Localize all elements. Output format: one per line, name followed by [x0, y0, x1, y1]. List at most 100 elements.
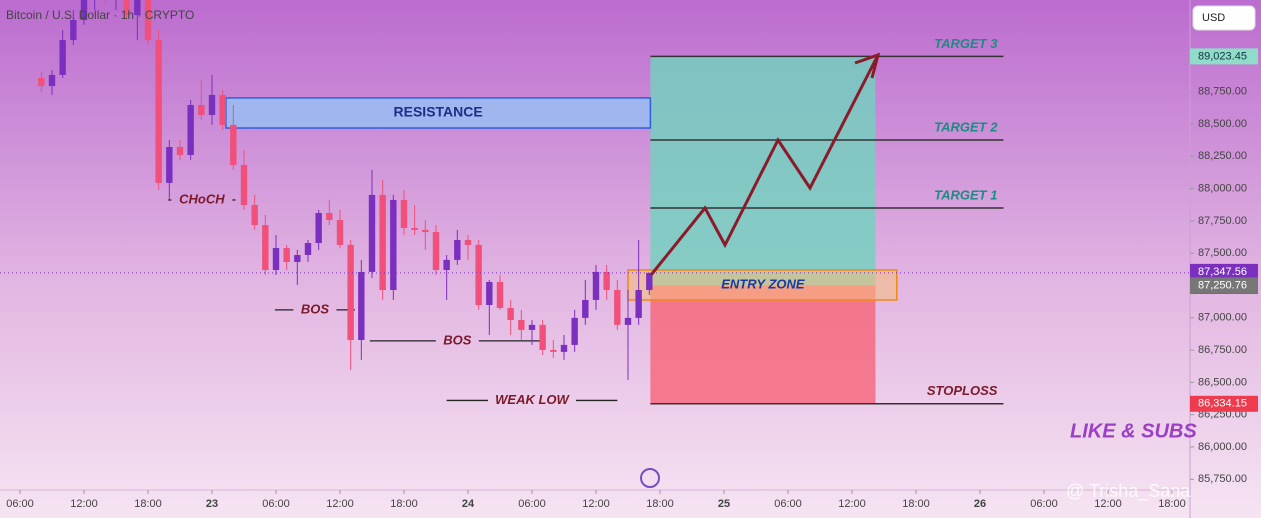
- candle-body: [198, 105, 205, 115]
- candle-body: [646, 272, 653, 291]
- candle-body: [80, 0, 88, 21]
- x-tick-label: 12:00: [70, 498, 98, 510]
- candle-body: [347, 244, 354, 340]
- candle-body: [603, 271, 610, 291]
- y-tick-label: 86,500.00: [1198, 376, 1247, 388]
- y-tick-label: 86,000.00: [1198, 441, 1247, 453]
- y-tick-label: 88,250.00: [1198, 150, 1247, 162]
- candle-body: [166, 147, 173, 183]
- level-label: TARGET 1: [934, 187, 997, 202]
- candle-body: [635, 290, 642, 318]
- resistance-label: RESISTANCE: [394, 104, 483, 120]
- x-tick-label: 23: [206, 498, 218, 510]
- candle-body: [304, 242, 312, 255]
- candle-body: [251, 205, 258, 226]
- candle-body: [411, 227, 418, 230]
- x-tick-label: 06:00: [262, 498, 290, 510]
- x-tick-label: 26: [974, 498, 986, 510]
- x-tick-label: 25: [718, 498, 730, 510]
- x-tick-label: 18:00: [134, 498, 162, 510]
- price-tag: [1190, 395, 1258, 412]
- arrow-head: [854, 52, 881, 79]
- candle-body: [59, 40, 66, 75]
- promo-text: LIKE & SUBS: [1070, 420, 1197, 442]
- candle-body: [507, 307, 514, 320]
- candle-body: [272, 248, 280, 270]
- candle-body: [432, 232, 440, 270]
- price-tag-label: 89,023.45: [1198, 50, 1247, 62]
- structure-label: WEAK LOW: [495, 392, 570, 407]
- level-label: TARGET 2: [934, 119, 998, 134]
- candle-body: [560, 344, 568, 352]
- candle-body: [454, 240, 461, 260]
- candle-body: [550, 349, 557, 352]
- candle-body: [400, 199, 408, 228]
- candle-body: [219, 94, 226, 125]
- y-tick-label: 88,500.00: [1198, 118, 1247, 130]
- candle-body: [518, 319, 525, 330]
- level-label: TARGET 3: [934, 36, 998, 51]
- last-price-label: 87,347.56: [1198, 266, 1247, 278]
- y-tick-label: 87,000.00: [1198, 312, 1247, 324]
- candle-body: [571, 317, 578, 345]
- y-tick-label: 85,750.00: [1198, 473, 1247, 485]
- entry-zone: [627, 269, 898, 301]
- candle-body: [379, 194, 386, 291]
- watermark: @ Trisha_Sana: [1066, 481, 1191, 502]
- x-tick-label: 12:00: [1094, 498, 1122, 510]
- structure-label: BOS: [443, 332, 472, 347]
- x-tick-label: 06:00: [6, 498, 34, 510]
- x-tick-label: 18:00: [1158, 498, 1186, 510]
- candle-body: [496, 281, 504, 308]
- price-tag-label: 86,334.15: [1198, 398, 1247, 410]
- candle-body: [176, 147, 184, 156]
- candle-body: [614, 290, 621, 325]
- candle-body: [283, 248, 290, 262]
- candle-body: [582, 299, 589, 318]
- candle-body: [144, 0, 152, 41]
- candle-body: [390, 199, 397, 291]
- candle-body: [486, 281, 493, 305]
- symbol-title: Bitcoin / U.S. Dollar · 1h · CRYPTO: [6, 8, 194, 22]
- price-tag: [1190, 277, 1258, 294]
- candle-body: [443, 259, 450, 270]
- loss-zone: [650, 285, 876, 404]
- y-tick-label: 88,000.00: [1198, 183, 1247, 195]
- x-tick-label: 06:00: [774, 498, 802, 510]
- candle-body: [240, 164, 248, 206]
- x-tick-label: 12:00: [582, 498, 610, 510]
- x-tick-label: 12:00: [326, 498, 354, 510]
- x-tick-label: 06:00: [1030, 498, 1058, 510]
- candle-body: [262, 225, 269, 270]
- candle-body: [336, 219, 344, 245]
- candle-body: [528, 324, 536, 330]
- x-tick-label: 18:00: [646, 498, 674, 510]
- currency-button[interactable]: [1192, 5, 1256, 31]
- entry-zone-label: ENTRY ZONE: [721, 276, 805, 291]
- candle-body: [464, 240, 472, 245]
- candle-body: [358, 271, 365, 340]
- replay-icon[interactable]: [640, 468, 660, 488]
- candle-body: [230, 124, 237, 165]
- x-tick-label: 12:00: [838, 498, 866, 510]
- x-tick-label: 18:00: [390, 498, 418, 510]
- candle-body: [315, 213, 322, 243]
- candle-body: [187, 105, 194, 156]
- y-tick-label: 87,500.00: [1198, 247, 1247, 259]
- candle-body: [592, 271, 600, 300]
- projection-arrow: [649, 54, 880, 276]
- candle-body: [368, 194, 376, 272]
- y-tick-label: 87,750.00: [1198, 215, 1247, 227]
- candle-body: [38, 78, 45, 87]
- candle-body: [134, 0, 141, 15]
- price-tag-label: 87,250.76: [1198, 279, 1247, 291]
- y-tick-label: 88,750.00: [1198, 86, 1247, 98]
- candle-body: [422, 229, 429, 233]
- candle-body: [624, 317, 632, 325]
- structure-label: BOS: [301, 301, 330, 316]
- currency[interactable]: USD: [1202, 12, 1225, 24]
- plot-area: [38, 0, 1004, 405]
- structure-label: CHoCH: [179, 191, 225, 206]
